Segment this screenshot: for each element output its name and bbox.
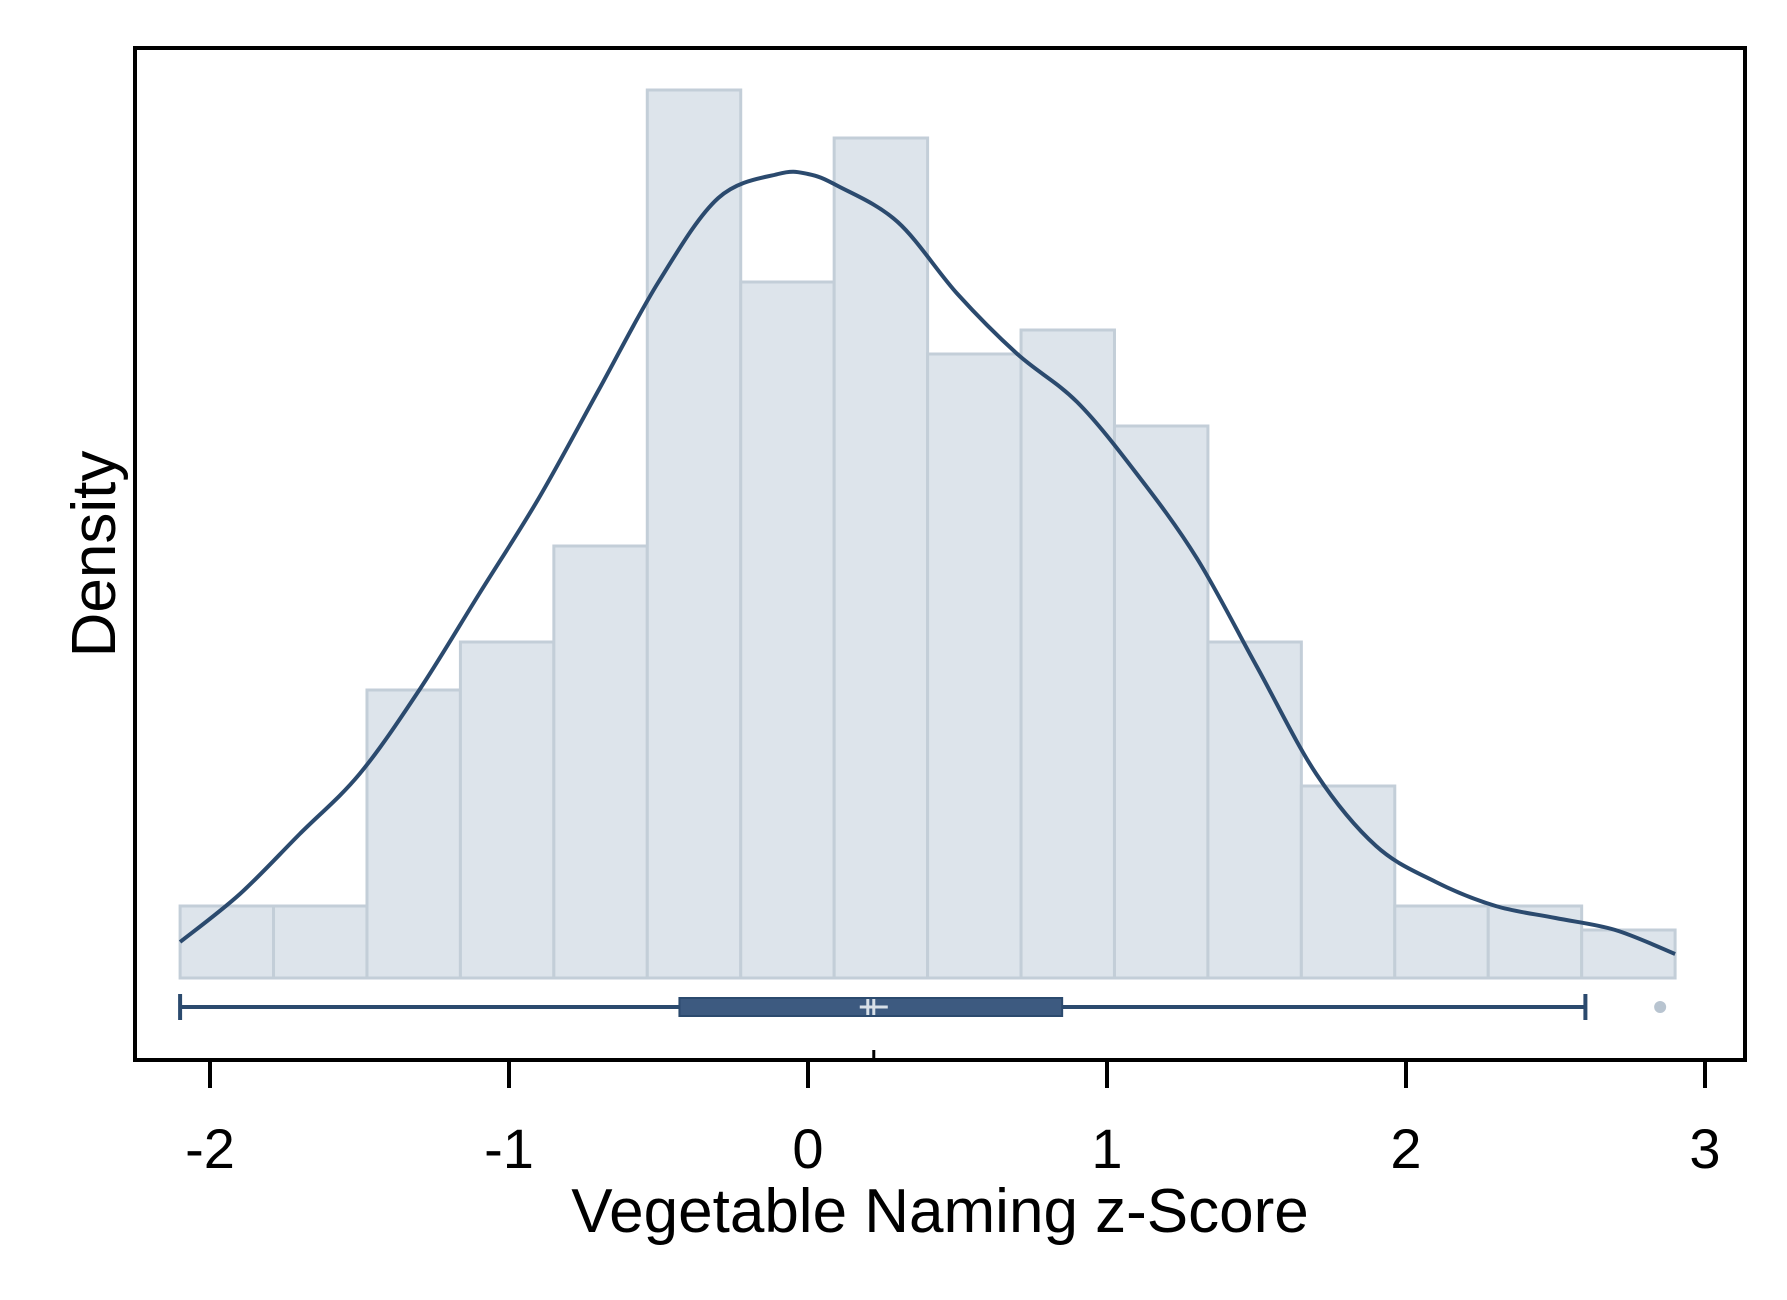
histogram-bar xyxy=(1393,904,1490,980)
histogram-bar xyxy=(272,904,369,980)
histogram-bar xyxy=(739,280,836,980)
histogram-bar xyxy=(645,88,743,980)
boxplot-outlier xyxy=(1654,1001,1667,1013)
histogram-bar xyxy=(1112,424,1210,980)
x-tick-label: -2 xyxy=(185,1117,235,1180)
boxplot xyxy=(178,994,1667,1060)
histogram-bar xyxy=(926,352,1023,980)
density-curve xyxy=(178,169,1676,956)
histogram-bar xyxy=(178,904,276,980)
x-axis-title: Vegetable Naming z-Score xyxy=(571,1177,1309,1246)
histogram-bar xyxy=(1486,904,1584,980)
x-tick-label: 3 xyxy=(1689,1117,1720,1180)
histogram-bar xyxy=(1580,928,1677,980)
x-tick-label: 0 xyxy=(792,1117,823,1180)
histogram-bars xyxy=(178,88,1677,980)
x-axis: -2 -1 0 1 2 3 xyxy=(185,1062,1721,1180)
histogram-bar xyxy=(365,688,462,980)
histogram-bar xyxy=(552,544,649,980)
histogram-bar xyxy=(832,136,930,980)
x-tick-label: 1 xyxy=(1091,1117,1122,1180)
y-axis-title: Density xyxy=(60,451,129,658)
x-tick-label: -1 xyxy=(484,1117,534,1180)
histogram-bar xyxy=(458,640,556,980)
histogram-bar xyxy=(1206,640,1303,980)
x-tick-label: 2 xyxy=(1390,1117,1421,1180)
